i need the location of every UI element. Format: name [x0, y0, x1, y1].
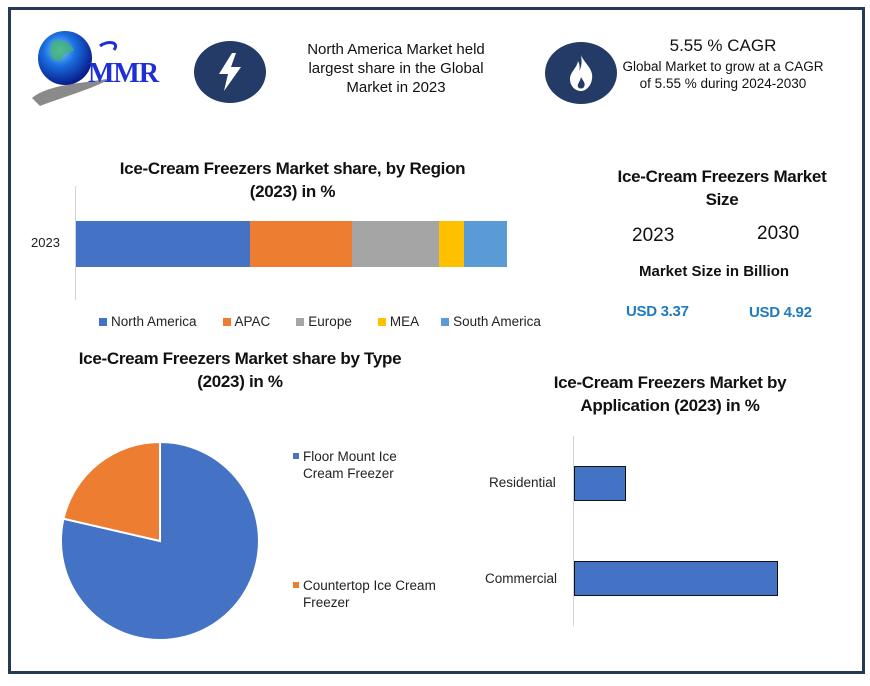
legend-item-apac: APAC — [222, 314, 271, 329]
bar-segment-apac — [250, 221, 352, 267]
legend-label: Countertop Ice Cream Freezer — [303, 578, 436, 610]
legend-item-europe: Europe — [296, 314, 352, 329]
logo-text: MMR — [88, 58, 159, 89]
bar-commercial — [574, 561, 778, 596]
legend-item-south-america: South America — [441, 314, 541, 329]
legend-swatch — [293, 453, 299, 459]
category-label-residential: Residential — [489, 475, 556, 490]
legend-swatch — [293, 582, 299, 588]
market-size-value-2030: USD 4.92 — [749, 304, 812, 321]
market-size-year-2023: 2023 — [632, 225, 675, 246]
legend-label: North America — [111, 314, 197, 329]
globe-icon — [32, 31, 117, 106]
legend-item-countertop: Countertop Ice Cream Freezer — [293, 577, 453, 611]
bar-segment-europe — [352, 221, 439, 267]
legend-item-north-america: North America — [99, 314, 197, 329]
market-size-subtitle: Market Size in Billion — [639, 263, 790, 280]
legend-label: Europe — [308, 314, 352, 329]
legend-swatch — [377, 317, 386, 326]
cagr-title: 5.55 % CAGR — [669, 36, 777, 55]
legend-label: South America — [453, 314, 541, 329]
type-legend: Floor Mount Ice Cream Freezer Countertop… — [293, 448, 453, 611]
legend-swatch — [99, 317, 107, 326]
region-chart-title: Ice-Cream Freezers Market share, by Regi… — [119, 159, 466, 201]
bar-residential — [574, 466, 626, 501]
legend-item-floor-mount: Floor Mount Ice Cream Freezer — [293, 448, 453, 482]
bar-segment-south-america — [464, 221, 507, 267]
legend-swatch — [441, 317, 450, 326]
region-stacked-bar — [76, 221, 507, 267]
bar-segment-north-america — [76, 221, 250, 267]
cagr-description: Global Market to grow at a CAGR of 5.55 … — [622, 59, 824, 91]
legend-item-mea: MEA — [377, 314, 420, 329]
type-pie-chart — [59, 440, 260, 648]
region-category-label: 2023 — [31, 235, 60, 250]
legend-swatch — [222, 317, 231, 326]
legend-label: MEA — [389, 314, 420, 329]
legend-label: Floor Mount Ice Cream Freezer — [303, 449, 397, 481]
cagr-block: 5.55 % CAGR Global Market to grow at a C… — [620, 36, 826, 92]
application-chart-title: Ice-Cream Freezers Market by Application… — [553, 373, 787, 415]
application-chart-axis — [573, 436, 574, 626]
region-chart-axis — [75, 186, 76, 300]
market-size-year-2030: 2030 — [757, 223, 800, 244]
mmr-logo: MMR — [30, 28, 175, 108]
pie-slice-countertop — [62, 440, 161, 543]
legend-swatch — [296, 317, 305, 326]
pie-slice-floor-mount — [59, 440, 260, 641]
category-label-commercial: Commercial — [485, 571, 558, 586]
legend-label: APAC — [234, 314, 271, 329]
flame-icon — [545, 42, 617, 104]
infographic-frame — [8, 7, 865, 674]
lightning-bolt-icon — [194, 41, 266, 103]
bar-segment-mea — [439, 221, 464, 267]
region-highlight-text: North America Market held largest share … — [307, 41, 485, 96]
region-legend: North America APAC Europe MEA South Amer… — [99, 314, 541, 329]
market-size-value-2023: USD 3.37 — [626, 303, 689, 320]
market-size-title: Ice-Cream Freezers Market Size — [617, 167, 827, 209]
type-chart-title: Ice-Cream Freezers Market share by Type … — [78, 349, 402, 391]
